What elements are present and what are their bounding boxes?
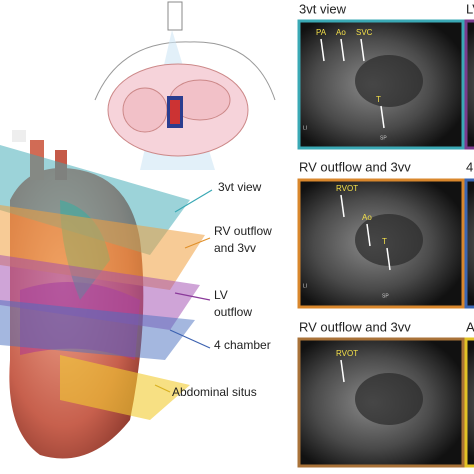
ultrasound-organ xyxy=(355,55,423,107)
image-annotation: RVOT xyxy=(336,349,358,358)
panel-title: RV outflow and 3vv xyxy=(299,159,411,174)
leader-lines xyxy=(154,189,213,393)
annotation-arrow xyxy=(340,194,345,218)
panel-title: LV xyxy=(466,1,474,16)
ultrasound-organ xyxy=(355,214,423,266)
plane-label: RV outflow xyxy=(214,224,272,238)
ultrasound-image xyxy=(464,178,474,309)
plane-label: 3vt view xyxy=(218,180,262,194)
annotation-arrow xyxy=(360,38,365,62)
panel-title: Abd xyxy=(466,319,474,334)
ultrasound-image xyxy=(464,337,474,468)
plane-abd xyxy=(60,355,190,420)
image-annotation: LI xyxy=(303,125,307,131)
image-annotation: SP xyxy=(380,135,387,141)
annotation-arrow xyxy=(380,105,385,129)
image-annotation: SVC xyxy=(356,28,373,37)
annotation-arrow xyxy=(340,359,345,383)
panel-title: 4 ch xyxy=(466,159,474,174)
plane-label: LV xyxy=(214,288,228,302)
annotation-arrow xyxy=(366,223,371,247)
image-annotation: T xyxy=(376,95,381,104)
panel-title: 3vt view xyxy=(299,1,347,16)
annotation-arrow xyxy=(320,38,325,62)
plane-label: outflow xyxy=(214,305,252,319)
image-annotation: SP xyxy=(382,293,389,299)
image-annotation: RVOT xyxy=(336,184,358,193)
image-annotation: T xyxy=(382,237,387,246)
annotation-arrow xyxy=(386,247,391,271)
ultrasound-image xyxy=(464,19,474,150)
image-annotation: Ao xyxy=(336,28,346,37)
plane-labels: 3vt view RV outflow and 3vv LV outflow 4 cham… xyxy=(172,180,272,399)
image-annotation: Ao xyxy=(362,213,372,222)
image-annotation: PA xyxy=(316,28,327,37)
panel-title: RV outflow and 3vv xyxy=(299,319,411,334)
plane-label: 4 chamber xyxy=(214,338,271,352)
ultrasound-panels: 3vt view PA Ao SVC T LI SP LV RV outflow and 3vv… xyxy=(297,1,474,468)
plane-4ch xyxy=(0,300,195,360)
plane-label: Abdominal situs xyxy=(172,385,257,399)
annotation-arrow xyxy=(340,38,345,62)
fetal-sketch xyxy=(94,1,276,170)
image-annotation: LI xyxy=(303,283,307,289)
plane-label: and 3vv xyxy=(214,241,256,255)
ultrasound-organ xyxy=(355,373,423,425)
